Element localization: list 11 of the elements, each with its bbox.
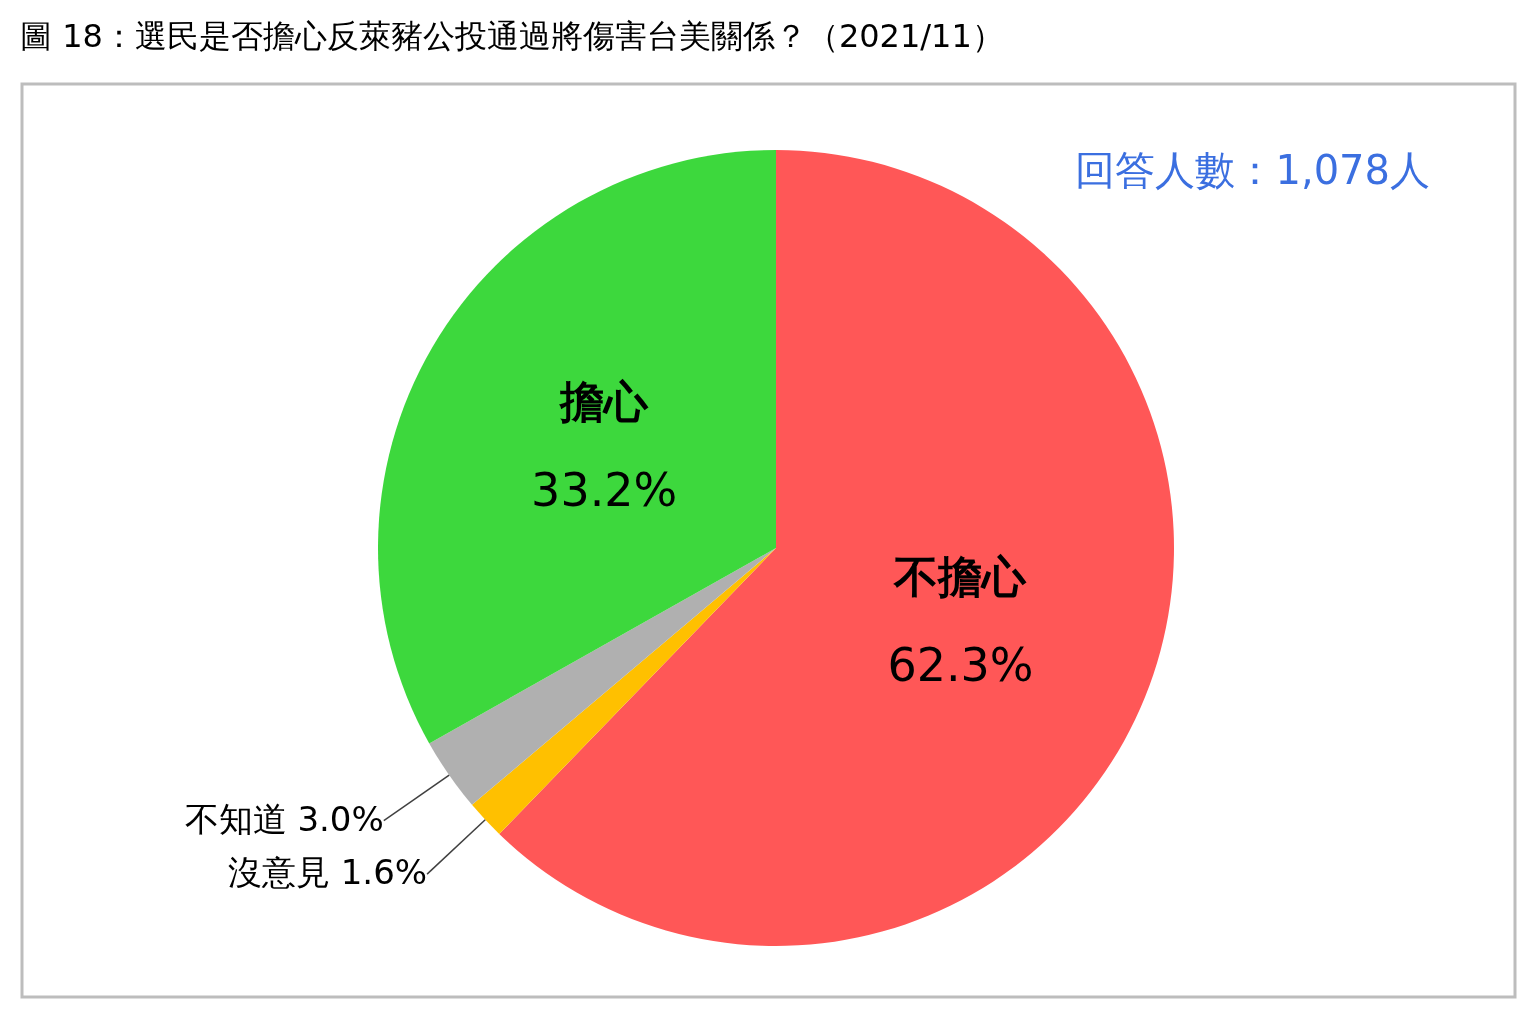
slice-label: 擔心 (558, 375, 650, 427)
slice-label: 不知道 3.0% (184, 798, 384, 839)
pie-slice (378, 150, 776, 744)
text: 回答人數：1,078人 (1075, 147, 1430, 193)
data-label: 33.2% (531, 462, 678, 517)
pie-slice (429, 548, 776, 805)
chart-title: 圖 18：選民是否擔心反萊豬公投通過將傷害台美關係？（2021/11） (20, 17, 1004, 55)
slice-label: 沒意見 1.6% (227, 852, 428, 893)
data-label: 62.3% (887, 637, 1034, 692)
pie-slice (471, 548, 776, 835)
slice-label: 不擔心 (893, 550, 1028, 602)
